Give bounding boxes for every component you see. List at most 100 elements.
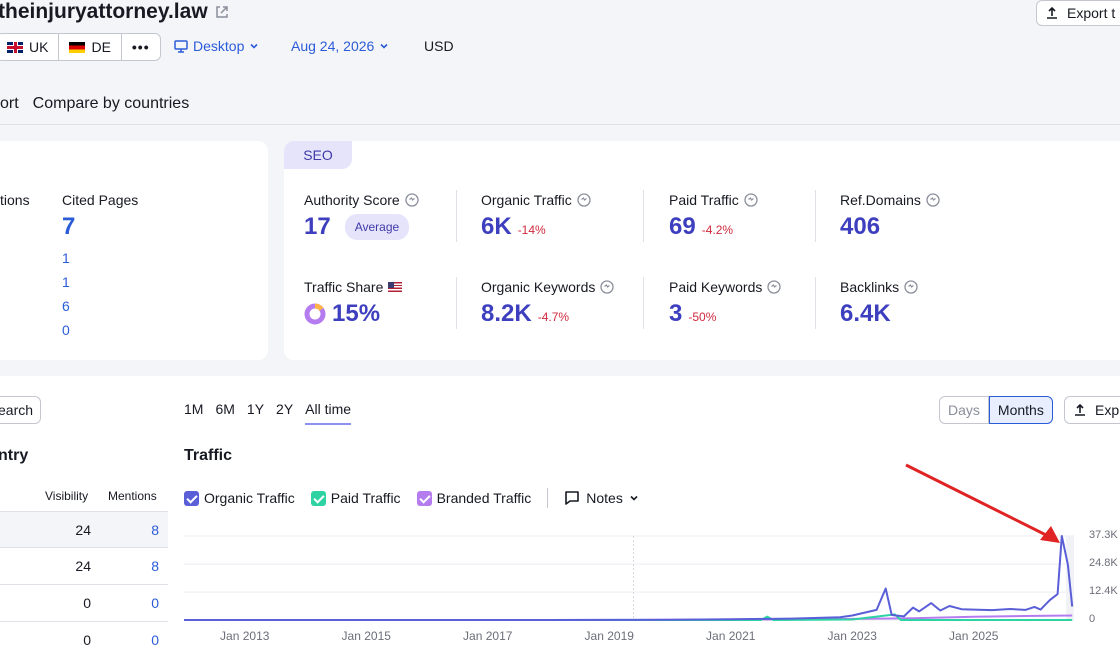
organic-traffic-label-text: Organic Traffic	[481, 192, 572, 208]
paid-keywords-number[interactable]: 3	[669, 300, 683, 327]
upload-icon	[1075, 403, 1085, 416]
export-button[interactable]: Export t	[1036, 0, 1120, 26]
cited-pages-row[interactable]: 6	[62, 298, 70, 314]
legend-branded-label: Branded Traffic	[436, 490, 532, 506]
database-de[interactable]: DE	[59, 34, 122, 60]
legend-organic-label: Organic Traffic	[204, 490, 295, 506]
table-row[interactable]: 0 0	[0, 585, 168, 622]
paid-keywords-value: 3 -50%	[669, 300, 716, 328]
traffic-share-value: 15%	[304, 300, 380, 328]
authority-score-number[interactable]: 17	[304, 213, 331, 240]
database-uk-label: UK	[29, 39, 49, 55]
currency-label: USD	[424, 38, 454, 54]
info-icon[interactable]	[577, 193, 591, 207]
y-axis-tick-label: 24.8K	[1089, 557, 1118, 570]
legend-paid-label: Paid Traffic	[330, 490, 401, 506]
organic-traffic-number[interactable]: 6K	[481, 213, 512, 240]
cited-pages-row[interactable]: 0	[62, 322, 70, 338]
info-icon[interactable]	[926, 193, 940, 207]
chart-export-button[interactable]: Exp	[1064, 396, 1120, 424]
divider	[815, 277, 816, 329]
range-tab-2y[interactable]: 2Y	[276, 401, 294, 417]
de-flag-icon	[69, 41, 86, 53]
x-axis-tick-label: Jan 2019	[584, 629, 634, 643]
authority-badge: Average	[344, 214, 410, 240]
legend-paid-traffic[interactable]: Paid Traffic	[310, 490, 401, 506]
date-selector[interactable]: Aug 24, 2026	[291, 38, 389, 54]
database-selector: UK DE •••	[0, 33, 161, 61]
table-row[interactable]: 24 8	[0, 511, 168, 548]
granularity-toggle: Days Months	[939, 396, 1053, 424]
traffic-share-donut-icon	[304, 303, 326, 325]
cited-pages-label: Cited Pages	[62, 192, 139, 208]
backlinks-label: Backlinks	[840, 279, 918, 295]
tab-overview-report[interactable]: ort	[0, 95, 19, 112]
date-range-tabs: 1M 6M 1Y 2Y All time	[184, 401, 352, 425]
backlinks-label-text: Backlinks	[840, 279, 900, 295]
mentions-cell[interactable]: 0	[151, 595, 159, 611]
visibility-cell: 24	[75, 522, 91, 538]
domain-name[interactable]: theinjuryattorney.law	[0, 0, 208, 23]
country-panel-title: ntry	[0, 447, 29, 464]
chevron-down-icon	[380, 43, 388, 49]
range-tab-1m[interactable]: 1M	[184, 401, 204, 417]
external-link-icon[interactable]	[214, 4, 230, 20]
table-row[interactable]: 0 0	[0, 622, 168, 659]
more-databases-button[interactable]: •••	[131, 39, 150, 55]
mentions-cell[interactable]: 0	[151, 632, 159, 648]
organic-traffic-label: Organic Traffic	[481, 192, 591, 208]
ref-domains-number[interactable]: 406	[840, 213, 881, 240]
checkbox-checked-icon[interactable]	[416, 490, 432, 506]
search-button[interactable]: earch	[0, 396, 41, 424]
authority-score-label: Authority Score	[304, 192, 419, 208]
months-button[interactable]: Months	[988, 396, 1053, 424]
visibility-cell: 0	[83, 632, 91, 648]
legend-organic-traffic[interactable]: Organic Traffic	[184, 490, 295, 506]
x-axis-tick-label: Jan 2025	[949, 629, 999, 643]
checkbox-checked-icon[interactable]	[310, 490, 326, 506]
us-flag-icon	[388, 282, 403, 292]
table-row[interactable]: 24 8	[0, 548, 168, 585]
info-icon[interactable]	[744, 193, 758, 207]
database-uk[interactable]: UK	[0, 34, 60, 60]
paid-traffic-number[interactable]: 69	[669, 213, 696, 240]
range-tab-6m[interactable]: 6M	[215, 401, 235, 417]
cited-pages-value[interactable]: 7	[62, 213, 76, 240]
comment-icon	[565, 491, 580, 505]
info-icon[interactable]	[405, 193, 419, 207]
organic-keywords-label-text: Organic Keywords	[481, 279, 596, 295]
days-button[interactable]: Days	[939, 396, 989, 424]
chevron-down-icon	[630, 495, 638, 501]
range-tab-all-time[interactable]: All time	[305, 401, 352, 425]
tab-compare-by-countries[interactable]: Compare by countries	[32, 95, 190, 112]
notes-label: Notes	[586, 490, 623, 506]
legend-branded-traffic[interactable]: Branded Traffic	[416, 490, 532, 506]
checkbox-checked-icon[interactable]	[184, 490, 199, 506]
desktop-icon	[174, 40, 188, 53]
range-tab-1y[interactable]: 1Y	[246, 401, 265, 417]
mentions-label: tions	[0, 192, 30, 208]
visibility-cell: 0	[83, 595, 91, 611]
traffic-share-number: 15%	[332, 300, 381, 327]
notes-dropdown[interactable]: Notes	[564, 490, 639, 506]
chevron-down-icon	[250, 43, 258, 49]
paid-traffic-delta: -4.2%	[701, 223, 734, 237]
cited-pages-row[interactable]: 1	[62, 250, 70, 266]
info-icon[interactable]	[767, 280, 782, 294]
visibility-column-header[interactable]: Visibility	[45, 489, 89, 503]
y-axis-tick-label: 0	[1089, 613, 1096, 625]
info-icon[interactable]	[904, 280, 918, 294]
cited-pages-row[interactable]: 1	[62, 274, 70, 290]
device-selector[interactable]: Desktop	[174, 38, 259, 54]
organic-keywords-number[interactable]: 8.2K	[481, 300, 532, 327]
mentions-cell[interactable]: 8	[151, 522, 159, 538]
x-axis-tick-label: Jan 2023	[827, 629, 877, 643]
mentions-cell[interactable]: 8	[151, 558, 159, 574]
y-axis-tick-label: 12.4K	[1089, 585, 1118, 598]
database-de-label: DE	[91, 39, 111, 55]
info-icon[interactable]	[600, 280, 615, 294]
traffic-chart[interactable]	[184, 520, 1084, 624]
organic-traffic-line[interactable]	[184, 535, 1074, 621]
mentions-column-header[interactable]: Mentions	[108, 489, 157, 503]
backlinks-number[interactable]: 6.4K	[840, 300, 891, 327]
